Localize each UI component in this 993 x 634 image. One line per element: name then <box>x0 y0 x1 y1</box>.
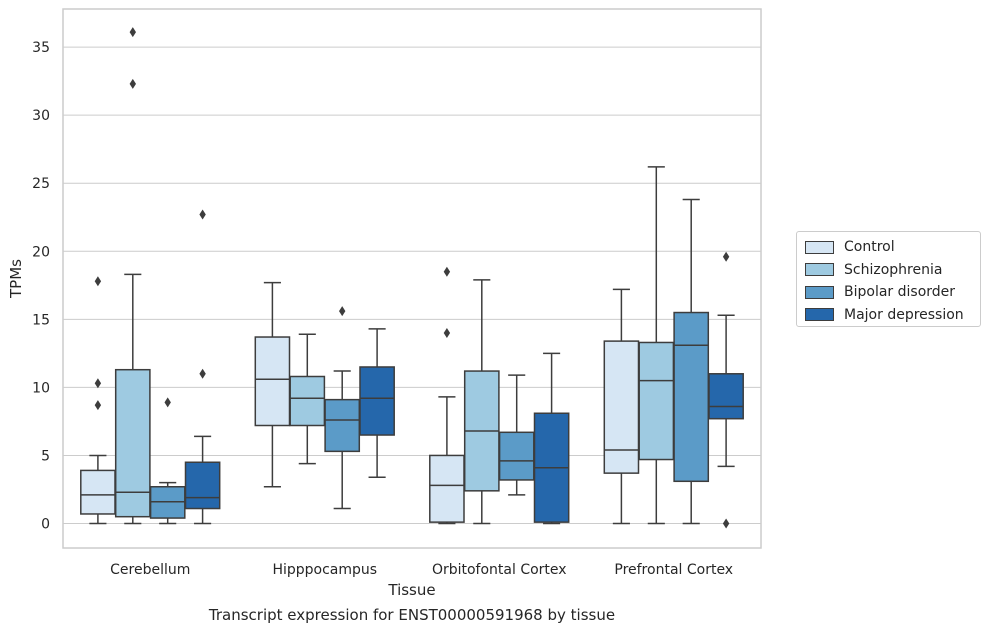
chart-caption: Transcript expression for ENST0000059196… <box>208 606 616 624</box>
legend-item-schizophrenia: Schizophrenia <box>805 259 972 282</box>
x-axis-label: Tissue <box>387 581 435 599</box>
legend-label: Control <box>844 239 895 256</box>
outlier-point <box>94 378 102 389</box>
box-2-3 <box>533 352 570 525</box>
box-1-1 <box>289 333 326 465</box>
box-body <box>708 373 744 420</box>
y-tick-label: 5 <box>41 448 50 464</box>
y-axis-label: TPMs <box>7 259 25 299</box>
box-1-0 <box>254 281 291 488</box>
outlier-point <box>443 266 451 277</box>
box-0-0 <box>80 276 116 525</box>
box-body <box>114 368 151 518</box>
y-axis-ticks: 0 5 10 15 20 25 30 35 <box>32 40 50 532</box>
box-body <box>498 431 535 481</box>
y-tick-label: 10 <box>32 380 50 396</box>
legend: Control Schizophrenia Bipolar disorder M… <box>796 231 981 327</box>
legend-swatch <box>805 308 834 322</box>
box-body <box>254 336 291 427</box>
box-body <box>289 375 326 427</box>
x-axis-ticks: Cerebellum Hipppocampus Orbitofontal Corte… <box>110 562 733 578</box>
box-body <box>324 398 361 453</box>
outlier-point <box>94 400 102 411</box>
legend-item-bipolar-disorder: Bipolar disorder <box>805 281 972 304</box>
box-3-1 <box>638 166 675 525</box>
outlier-point <box>339 306 346 317</box>
outlier-point <box>722 251 730 262</box>
x-tick-label: Cerebellum <box>110 562 190 578</box>
y-tick-label: 15 <box>32 312 50 328</box>
legend-swatch <box>805 263 834 277</box>
plot-frame <box>62 8 762 549</box>
box-body <box>80 469 116 515</box>
legend-swatch <box>805 285 834 299</box>
box-body <box>429 454 465 523</box>
outlier-point <box>129 78 136 89</box>
box-3-2 <box>673 198 710 525</box>
box-3-3 <box>708 251 744 529</box>
legend-label: Schizophrenia <box>844 261 943 278</box>
outlier-point <box>129 27 136 38</box>
box-1-3 <box>359 328 395 478</box>
outlier-point <box>94 276 102 287</box>
legend-swatch <box>805 240 834 254</box>
outlier-point <box>722 518 730 529</box>
x-tick-label: Prefrontal Cortex <box>614 562 733 578</box>
y-tick-label: 35 <box>32 40 50 56</box>
box-2-0 <box>429 266 465 525</box>
x-tick-label: Hipppocampus <box>272 562 377 578</box>
box-body <box>638 341 675 461</box>
y-tick-label: 25 <box>32 176 50 192</box>
legend-label: Major depression <box>844 306 964 323</box>
box-body <box>359 366 395 436</box>
y-tick-label: 0 <box>41 517 50 533</box>
legend-label: Bipolar disorder <box>844 284 956 301</box>
box-1-2 <box>324 306 361 510</box>
box-0-3 <box>184 209 221 525</box>
outlier-point <box>443 327 451 338</box>
box-body <box>673 311 710 483</box>
y-tick-label: 20 <box>32 244 50 260</box>
box-2-1 <box>463 279 500 525</box>
box-3-0 <box>603 288 640 525</box>
outlier-point <box>199 209 206 220</box>
box-0-1 <box>114 27 151 525</box>
legend-item-control: Control <box>805 236 972 259</box>
box-body <box>603 340 640 474</box>
grid-lines <box>63 46 761 524</box>
box-body <box>184 461 221 510</box>
outlier-point <box>199 368 206 379</box>
boxes <box>80 27 744 529</box>
y-tick-label: 30 <box>32 108 50 124</box>
box-2-2 <box>498 374 535 496</box>
legend-item-major-depression: Major depression <box>805 304 972 327</box>
outlier-point <box>164 397 171 408</box>
x-tick-label: Orbitofontal Cortex <box>432 562 567 578</box>
box-0-2 <box>149 397 186 525</box>
